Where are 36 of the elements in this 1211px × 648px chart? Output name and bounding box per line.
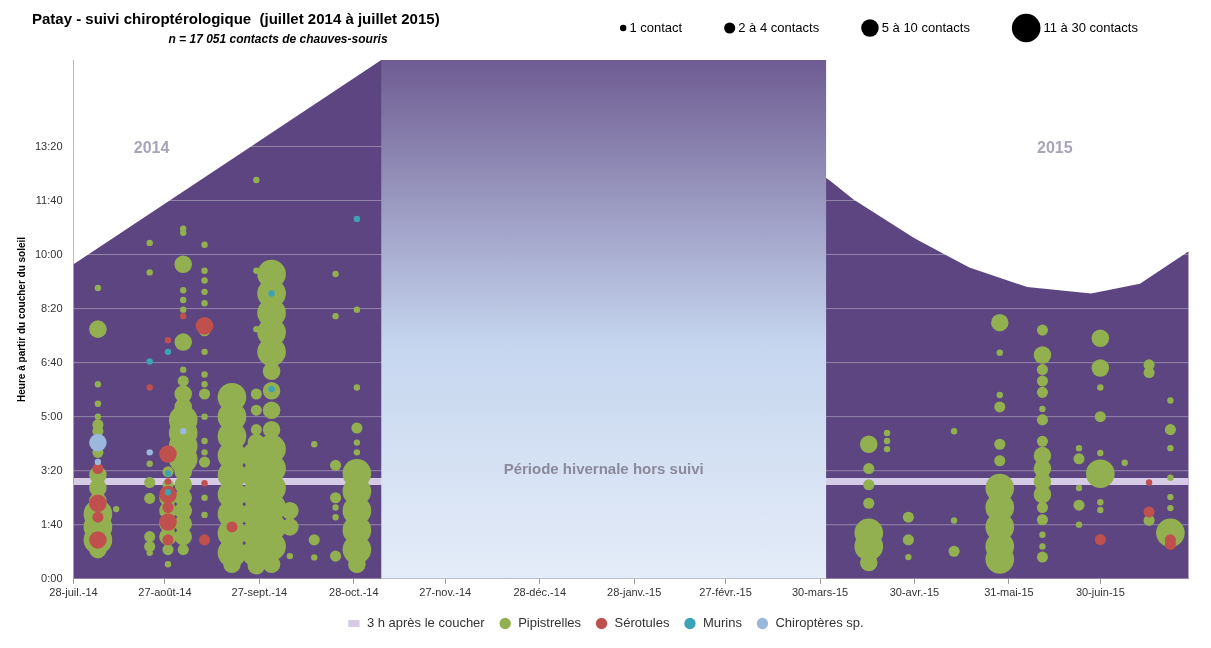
legend-label: Murins [702, 615, 743, 631]
y-axis-title: Heure à partir du coucher du soleil [15, 236, 27, 402]
chart-title: Patay - suivi chiroptérologique (juillet 2014 à juillet 2015) [32, 10, 440, 28]
x-tick-label: 27-sept.-14 [231, 586, 288, 599]
y-tick-label: 8:20 [41, 301, 63, 314]
legend-label: 11 à 30 contacts [1043, 19, 1139, 35]
legend-label: Sérotules [614, 615, 670, 631]
x-tick-label: 27-nov.-14 [419, 586, 472, 599]
x-tick-label: 30-juin-15 [1075, 586, 1125, 599]
y-tick-label: 11:40 [35, 193, 63, 206]
x-tick-label: 28-oct.-14 [329, 586, 379, 599]
legend-label: 2 à 4 contacts [738, 19, 820, 35]
legend-label: 5 à 10 contacts [881, 19, 971, 35]
x-tick-label: 28-janv.-15 [607, 586, 662, 599]
x-tick-label: 30-mars-15 [791, 586, 849, 599]
y-tick-label: 0:00 [41, 571, 63, 584]
x-tick-label: 28-déc.-14 [513, 586, 566, 599]
legend-label: 3 h après le coucher [366, 615, 486, 631]
x-tick-label: 28-juil.-14 [49, 586, 98, 599]
chart-subtitle: n = 17 051 contacts de chauves-souris [168, 32, 388, 47]
legend-label: 1 contact [629, 19, 683, 35]
annotation: 2014 [133, 138, 170, 156]
y-tick-label: 1:40 [41, 517, 63, 530]
band-label: Période hivernale hors suivi [503, 459, 704, 477]
x-tick-label: 31-mai-15 [984, 586, 1034, 599]
x-tick-label: 27-août-14 [138, 586, 192, 599]
legend-label: Chiroptères sp. [775, 615, 864, 631]
y-tick-label: 10:00 [35, 247, 63, 260]
x-tick-label: 30-avr.-15 [889, 586, 940, 599]
legend-label: Pipistrelles [518, 615, 582, 631]
y-tick-label: 5:00 [41, 409, 63, 422]
y-tick-label: 6:40 [41, 355, 63, 368]
y-tick-label: 13:20 [35, 139, 63, 152]
x-tick-label: 27-févr.-15 [699, 586, 752, 599]
annotation: 2015 [1037, 138, 1073, 156]
y-tick-label: 3:20 [41, 463, 63, 476]
